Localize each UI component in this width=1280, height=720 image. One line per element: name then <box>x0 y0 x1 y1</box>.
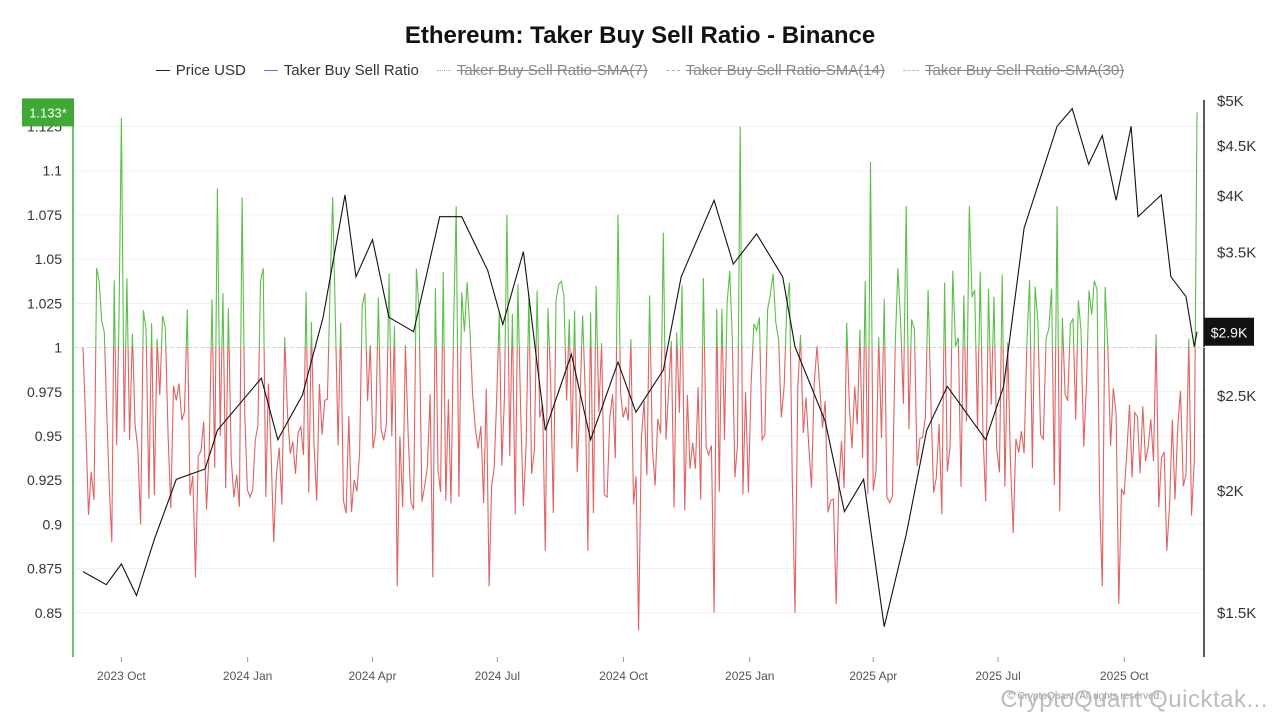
legend-label: Taker Buy Sell Ratio-SMA(14) <box>685 62 885 79</box>
x-tick-label: 2023 Oct <box>97 669 146 683</box>
right-tick-label: $3.5K <box>1217 245 1256 262</box>
x-tick-label: 2024 Jan <box>223 669 272 683</box>
ratio-current-badge <box>22 98 74 127</box>
legend-line-swatch <box>263 70 278 71</box>
legend-line-swatch <box>902 70 919 71</box>
legend-price-usd[interactable]: Price USD <box>155 62 246 79</box>
right-tick-label: $4.5K <box>1217 138 1256 155</box>
left-tick-label: 1.1 <box>43 163 63 179</box>
left-tick-label: 0.9 <box>43 516 63 532</box>
x-tick-label: 2024 Jul <box>475 669 520 683</box>
chart-title: Ethereum: Taker Buy Sell Ratio - Binance <box>404 22 876 49</box>
x-tick-label: 2025 Jul <box>975 669 1020 683</box>
right-tick-label: $1.5K <box>1217 605 1256 622</box>
x-tick-label: 2024 Apr <box>348 669 396 683</box>
legend-sma7[interactable]: Taker Buy Sell Ratio-SMA(7) <box>436 62 648 79</box>
left-tick-label: 0.875 <box>27 561 62 577</box>
left-tick-label: 1 <box>54 340 62 356</box>
cryptoquant-watermark: CryptoQuant Quicktak... <box>1000 686 1268 713</box>
chart-legend: Price USD Taker Buy Sell Ratio Taker Buy… <box>0 62 1280 79</box>
legend-label: Taker Buy Sell Ratio <box>283 62 419 79</box>
left-tick-label: 0.925 <box>27 472 62 488</box>
x-tick-label: 2025 Apr <box>849 669 897 683</box>
x-tick-label: 2024 Oct <box>599 669 648 683</box>
legend-label: Taker Buy Sell Ratio-SMA(7) <box>456 62 648 79</box>
right-tick-label: $2K <box>1217 483 1244 500</box>
right-tick-label: $2.5K <box>1217 388 1256 405</box>
legend-label: Price USD <box>175 62 246 79</box>
price-line <box>82 107 1198 627</box>
legend-line-swatch <box>155 70 170 71</box>
legend-taker-ratio[interactable]: Taker Buy Sell Ratio <box>263 62 419 79</box>
legend-line-swatch <box>436 70 451 71</box>
left-tick-label: 0.85 <box>35 605 62 621</box>
left-tick-label: 0.975 <box>27 384 62 400</box>
price-current-label: $2.9K <box>1211 325 1248 341</box>
legend-sma14[interactable]: Taker Buy Sell Ratio-SMA(14) <box>665 62 885 79</box>
legend-label: Taker Buy Sell Ratio-SMA(30) <box>924 62 1125 79</box>
x-tick-label: 2025 Jan <box>725 669 774 683</box>
copyright-text: © CryptoQuant. All rights reserved. <box>1007 691 1162 702</box>
x-tick-label: 2025 Oct <box>1100 669 1149 683</box>
ratio-current-label: 1.133* <box>29 105 67 120</box>
right-tick-label: $5K <box>1217 93 1244 110</box>
price-current-badge <box>1204 317 1254 346</box>
left-tick-label: 1.075 <box>27 207 62 223</box>
left-tick-label: 1.025 <box>27 295 62 311</box>
left-tick-label: 1.05 <box>35 251 62 267</box>
legend-line-swatch <box>665 70 680 71</box>
ratio-line-below-one <box>82 347 1196 631</box>
right-tick-label: $4K <box>1217 188 1244 205</box>
legend-sma30[interactable]: Taker Buy Sell Ratio-SMA(30) <box>902 62 1125 79</box>
left-tick-label: 0.95 <box>35 428 62 444</box>
